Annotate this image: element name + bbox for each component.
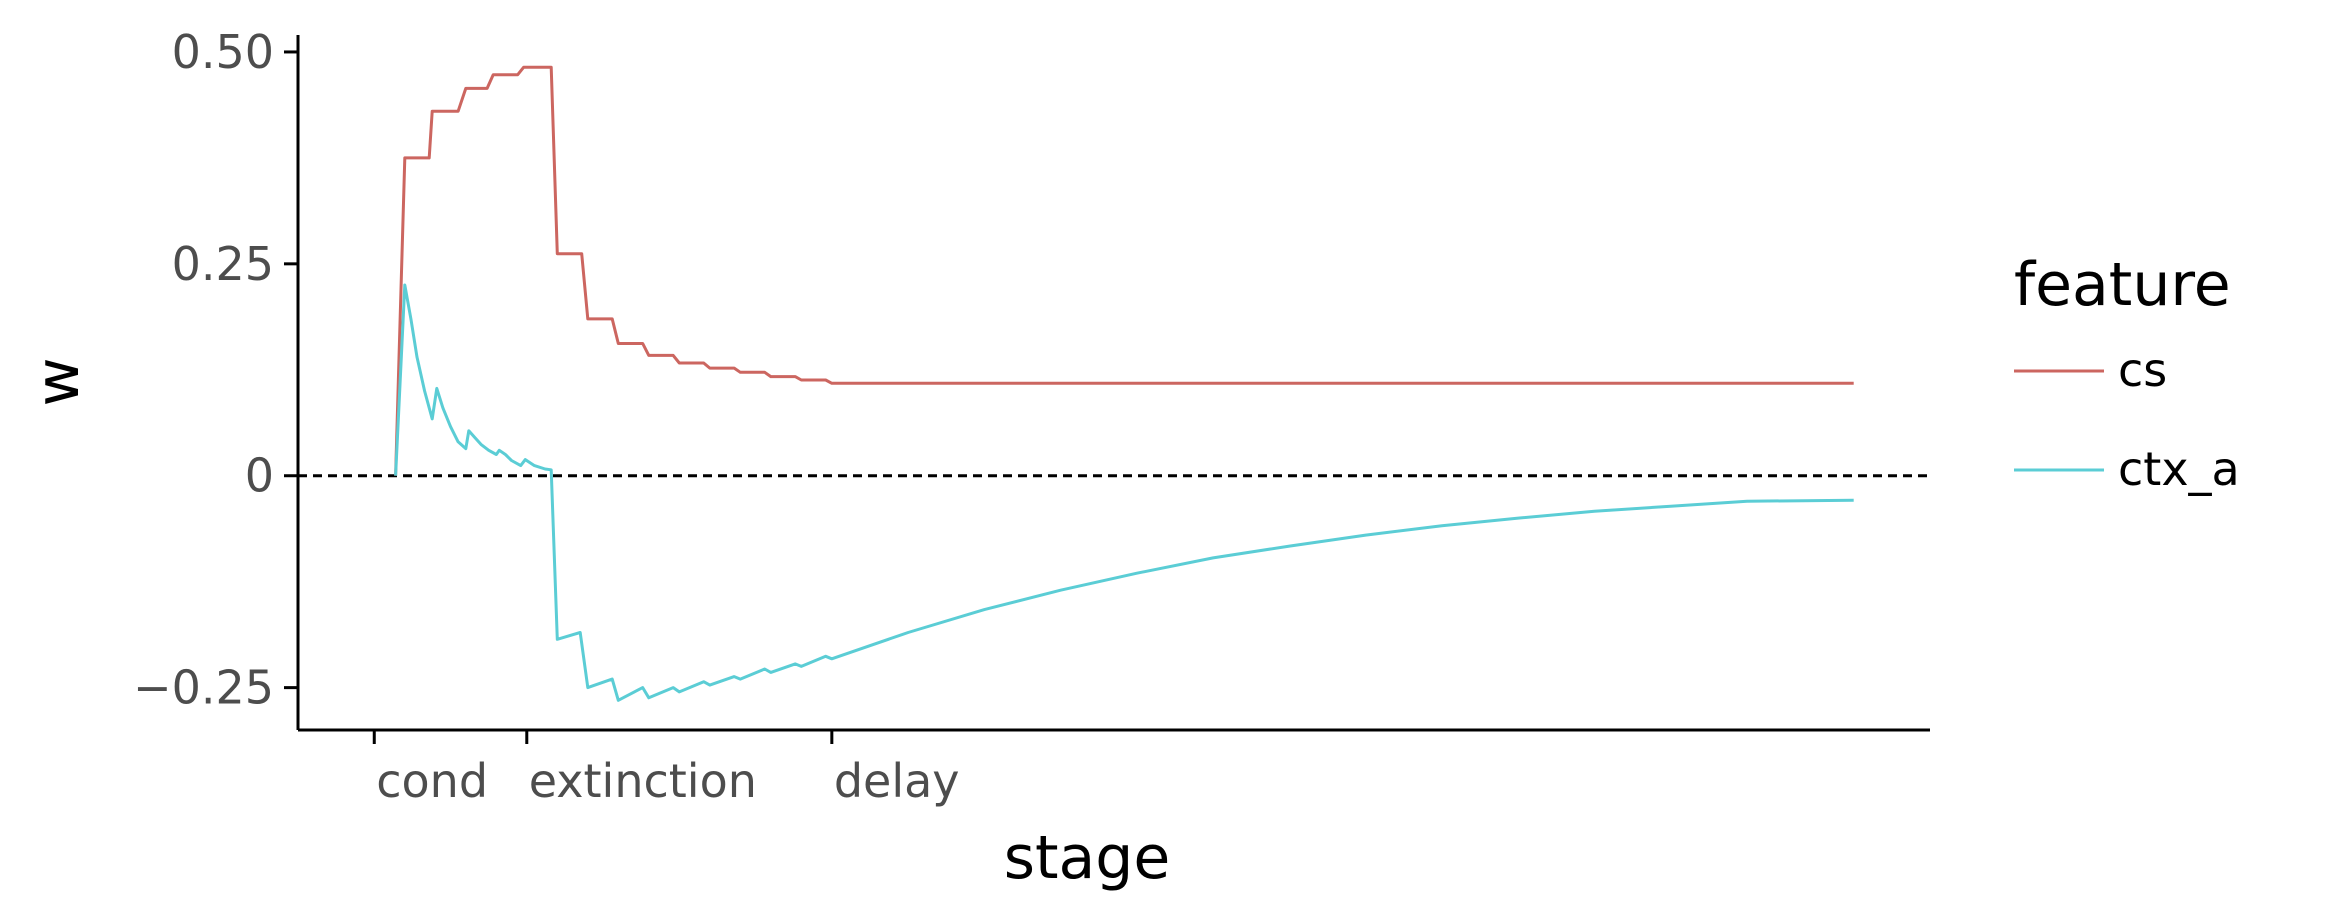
series-line-cs [394,65,1854,476]
legend-title: feature [2014,250,2231,320]
x-axis-title: stage [1004,823,1171,893]
y-axis-ticks: 0.50 0.25 0 −0.25 [133,25,298,715]
plot-lines [298,65,1930,702]
x-tick-label: delay [834,754,960,808]
legend-label-cs: cs [2118,343,2167,397]
y-tick-label: 0 [245,449,274,503]
y-axis-title: w [23,357,93,406]
legend: feature cs ctx_a [2014,250,2240,496]
legend-label-ctx-a: ctx_a [2118,442,2240,496]
y-tick-label: −0.25 [133,661,274,715]
y-tick-label: 0.50 [172,25,274,79]
x-tick-label: extinction [529,754,757,808]
x-tick-label: cond [376,754,488,808]
series-line-ctx-a [394,283,1854,702]
x-axis-ticks: cond extinction delay [372,730,960,808]
y-tick-label: 0.25 [172,237,274,291]
